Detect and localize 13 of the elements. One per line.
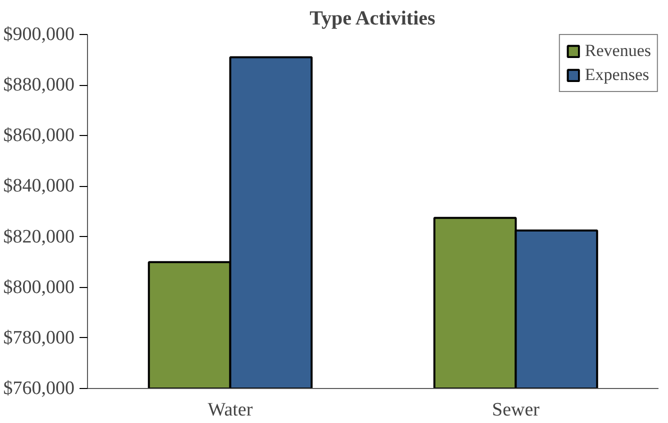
y-tick-label: $760,000	[3, 378, 74, 399]
y-tick-label: $780,000	[3, 327, 74, 348]
y-tick-label: $840,000	[3, 176, 74, 197]
y-tick-label: $800,000	[3, 276, 74, 298]
y-tick-label: $900,000	[3, 24, 74, 45]
legend-label: Revenues	[584, 41, 651, 61]
y-tick-label: $820,000	[3, 226, 74, 248]
y-tick-label: $880,000	[3, 74, 74, 96]
x-tick-label: Water	[208, 400, 254, 420]
x-tick-label: Sewer	[492, 400, 540, 420]
y-tick-label: $860,000	[3, 125, 74, 146]
chart-title: Type Activities	[310, 8, 436, 30]
legend-label: Expenses	[584, 65, 650, 85]
